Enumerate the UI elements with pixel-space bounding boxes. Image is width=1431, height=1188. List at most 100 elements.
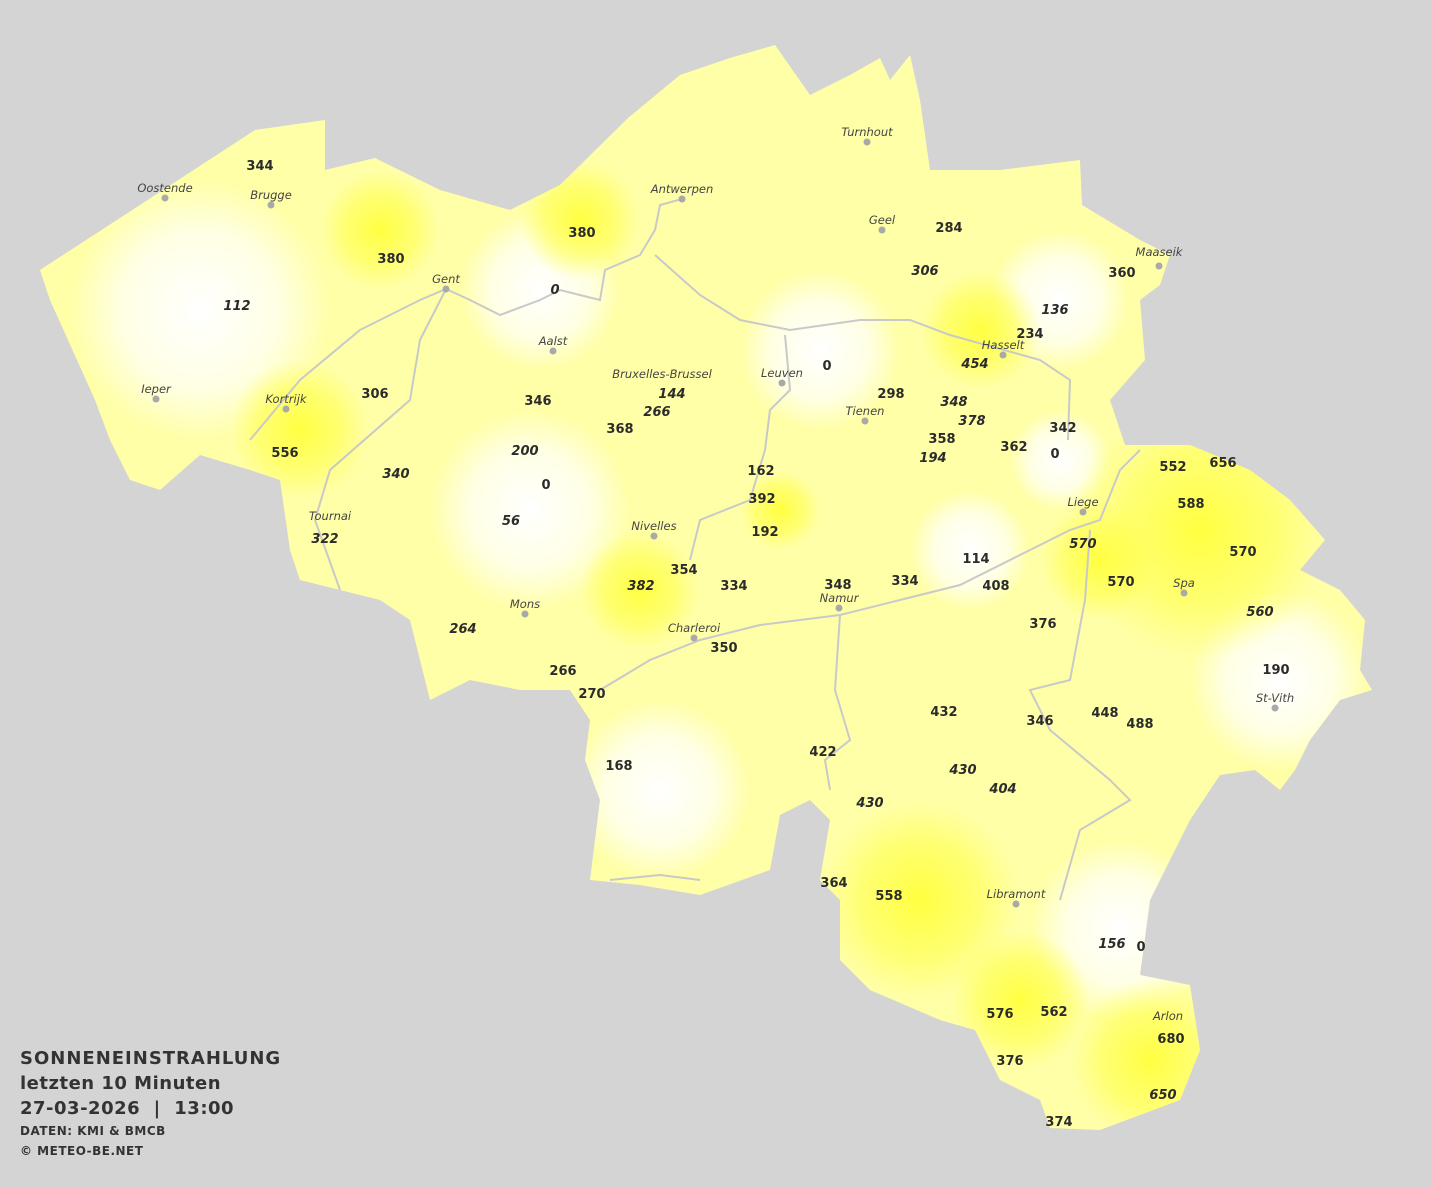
map-legend: SONNENEINSTRAHLUNG letzten 10 Minuten 27… [20,1046,281,1161]
station-value: 334 [891,574,918,589]
station-value: 362 [1000,440,1027,455]
station-value: 346 [524,394,551,409]
irradiance-blob [580,530,700,650]
city-brugge: Brugge [250,188,292,209]
station-value: 190 [1262,663,1289,678]
station-value: 380 [568,226,595,241]
station-value: 570 [1069,537,1096,552]
station-value: 346 [1026,714,1053,729]
city-label: Bruxelles-Brussel [612,367,712,381]
station-value: 192 [751,525,778,540]
station-value: 348 [824,578,851,593]
station-value: 382 [627,579,654,594]
city-dot [863,138,871,146]
station-value: 432 [930,705,957,720]
station-value: 306 [911,264,938,279]
station-value: 364 [820,876,847,891]
city-label: Libramont [987,887,1046,901]
city-charleroi: Charleroi [668,621,721,642]
city-dot [999,351,1007,359]
city-dot [1271,704,1279,712]
station-value: 112 [223,299,250,314]
station-value: 430 [855,796,883,811]
city-dot [778,379,786,387]
city-label: Charleroi [668,621,721,635]
station-value: 342 [1049,421,1076,436]
city-arlon: Arlon [1152,1009,1183,1023]
station-value: 422 [809,745,836,760]
city-dot [442,285,450,293]
city-geel: Geel [869,213,896,234]
station-value: 558 [875,889,902,904]
city-label: St-Vith [1256,691,1294,705]
station-value: 348 [940,395,967,410]
city-label: Gent [432,272,460,286]
station-value: 156 [1098,937,1125,952]
city-tienen: Tienen [846,404,884,425]
city-dot [1012,900,1020,908]
city-bruxelles-brussel: Bruxelles-Brussel [612,367,712,381]
city-ieper: Ieper [141,382,172,403]
city-label: Aalst [538,334,568,348]
station-value: 570 [1229,545,1256,560]
station-value: 392 [748,492,775,507]
station-value: 56 [502,514,520,529]
station-value: 556 [271,446,298,461]
irradiance-blob [740,470,820,550]
irradiance-blob [1070,980,1230,1130]
city-label: Oostende [137,181,192,195]
city-dot [878,226,886,234]
city-dot [521,610,529,618]
city-antwerpen: Antwerpen [650,182,714,203]
irradiance-blob [910,490,1030,610]
station-value: 376 [996,1054,1023,1069]
station-value: 0 [1136,940,1145,955]
station-value: 430 [948,763,976,778]
city-dot [282,405,290,413]
station-value: 380 [377,252,404,267]
city-dot [549,347,557,355]
rivers [249,198,1141,901]
station-value: 194 [919,451,946,466]
city-aalst: Aalst [538,334,568,355]
city-hasselt: Hasselt [982,338,1025,359]
city-label: Tournai [309,509,352,523]
station-value: 0 [541,478,550,493]
city-label: Leuven [761,366,803,380]
station-value: 588 [1177,497,1204,512]
station-value: 680 [1157,1032,1184,1047]
city-label: Antwerpen [650,182,714,196]
city-label: Ieper [141,382,172,396]
station-value: 162 [747,464,774,479]
station-value: 360 [1108,266,1135,281]
station-value: 136 [1041,303,1068,318]
station-value: 0 [1050,447,1059,462]
irradiance-blob [920,270,1040,390]
irradiance-blob [740,270,900,430]
city-mons: Mons [510,597,540,618]
city-kortrijk: Kortrijk [265,392,308,413]
city-dot [1155,262,1163,270]
city-label: Arlon [1152,1009,1183,1023]
station-value: 0 [822,359,831,374]
station-value: 374 [1045,1115,1072,1130]
map-datetime: 27-03-2026 | 13:00 [20,1098,235,1119]
city-libramont: Libramont [987,887,1046,908]
city-liege: Liege [1067,495,1099,516]
city-dot [835,604,843,612]
station-value: 576 [986,1007,1013,1022]
station-value: 0 [550,283,559,298]
station-value: 650 [1149,1088,1176,1103]
city-turnhout: Turnhout [841,125,893,146]
station-value: 560 [1246,605,1273,620]
city-dot [152,395,160,403]
station-value: 284 [935,221,962,236]
station-value: 408 [982,579,1009,594]
irradiance-blob [520,160,640,280]
data-source: DATEN: KMI & BMCB [20,1124,166,1138]
irradiance-blob [950,930,1090,1070]
city-dot [267,201,275,209]
station-value: 376 [1029,617,1056,632]
station-value: 350 [710,641,737,656]
map-title: SONNENEINSTRAHLUNG [20,1048,282,1069]
